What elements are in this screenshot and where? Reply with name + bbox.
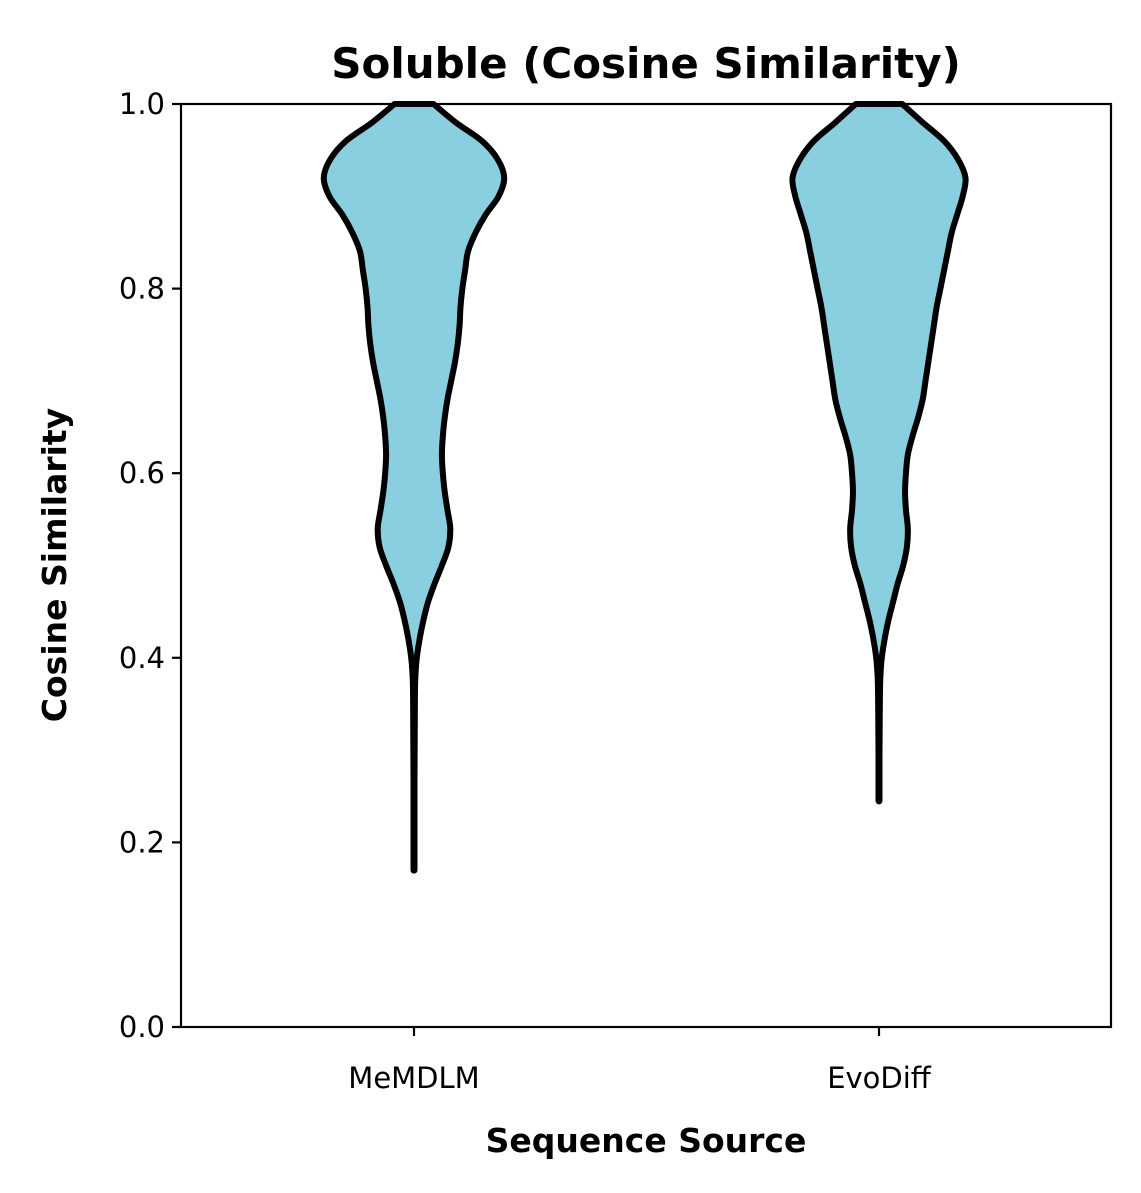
y-tick-label: 0.2 <box>119 825 165 859</box>
x-tick-label-evodiff: EvoDiff <box>827 1061 932 1095</box>
x-tick-label-memdlm: MeMDLM <box>348 1061 479 1095</box>
y-axis: 0.0 0.2 0.4 0.6 0.8 1.0 <box>119 87 181 1044</box>
y-tick-label: 0.8 <box>119 272 165 306</box>
y-tick-label: 0.6 <box>119 456 165 490</box>
y-axis-label: Cosine Similarity <box>35 408 74 722</box>
violins-group <box>320 101 969 874</box>
x-axis-label: Sequence Source <box>486 1121 807 1160</box>
y-tick-label: 1.0 <box>119 87 165 121</box>
x-axis: MeMDLM EvoDiff <box>348 1027 932 1095</box>
y-tick-label: 0.0 <box>119 1010 165 1044</box>
y-tick-label: 0.4 <box>119 641 165 675</box>
chart-title: Soluble (Cosine Similarity) <box>331 39 961 88</box>
plot-frame <box>179 102 1113 1029</box>
